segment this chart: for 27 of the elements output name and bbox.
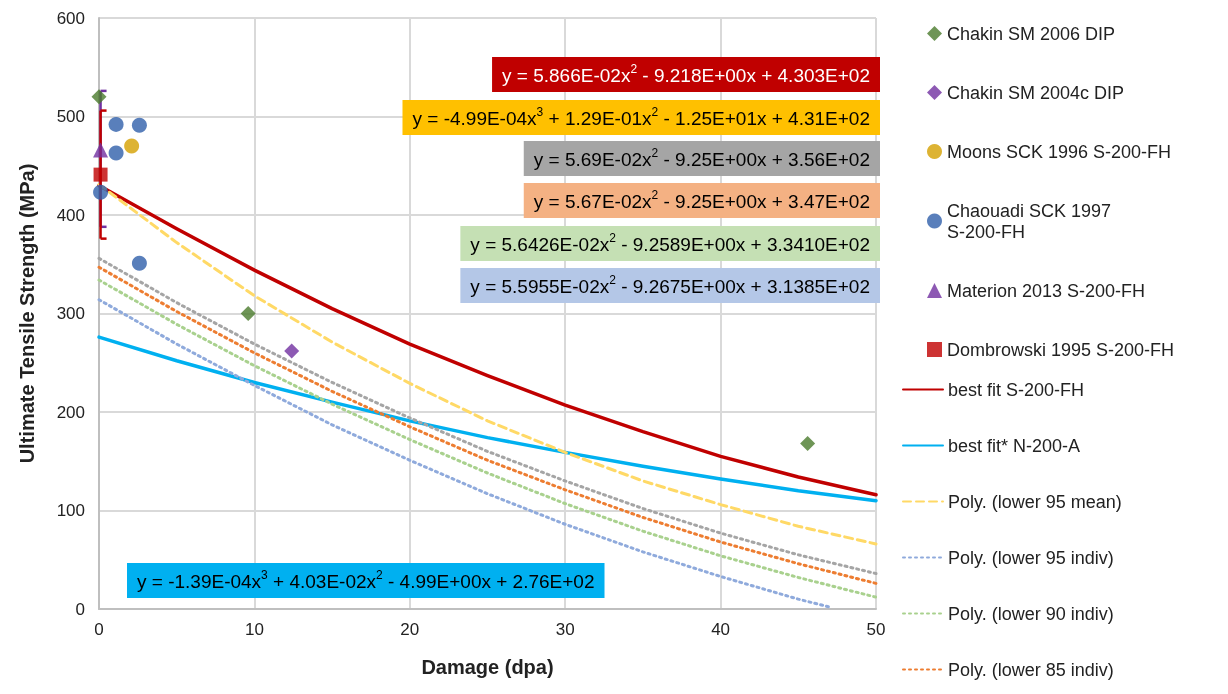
x-tick-label: 50: [866, 620, 886, 639]
legend-label: Poly. (lower 85 indiv): [948, 659, 1114, 680]
y-tick-label: 600: [56, 8, 85, 28]
legend-label: Poly. (lower 95 indiv): [948, 547, 1114, 568]
legend-label: Dombrowski 1995 S-200-FH: [947, 339, 1175, 360]
y-tick-label: 400: [56, 205, 85, 225]
legend-label: Moons SCK 1996 S-200-FH: [947, 141, 1172, 162]
y-tick-label: 100: [56, 501, 85, 520]
x-tick-label: 40: [711, 620, 731, 639]
x-tick-label: 20: [400, 620, 420, 639]
legend-label: best fit S-200-FH: [948, 379, 1085, 400]
x-tick-label: 0: [94, 620, 104, 639]
x-tick-label: 30: [555, 620, 575, 639]
legend-label: Chaouadi SCK 1997 S-200-FH: [947, 200, 1117, 242]
y-axis-title: Ultimate Tensile Strength (MPa): [16, 163, 38, 464]
legend-label: Chakin SM 2004c DIP: [947, 82, 1125, 103]
legend-label: Materion 2013 S-200-FH: [947, 280, 1146, 301]
legend-label: best fit* N-200-A: [948, 435, 1081, 456]
y-tick-label: 0: [75, 599, 85, 619]
legend-label: Poly. (lower 95 mean): [948, 491, 1122, 512]
legend-label: Poly. (lower 90 indiv): [948, 603, 1114, 624]
x-tick-label: 10: [244, 620, 264, 639]
x-axis-title: Damage (dpa): [421, 656, 554, 678]
y-tick-label: 200: [56, 402, 85, 422]
legend-label: Chakin SM 2006 DIP: [947, 23, 1116, 44]
y-tick-label: 500: [56, 107, 85, 126]
y-tick-label: 300: [56, 304, 85, 323]
